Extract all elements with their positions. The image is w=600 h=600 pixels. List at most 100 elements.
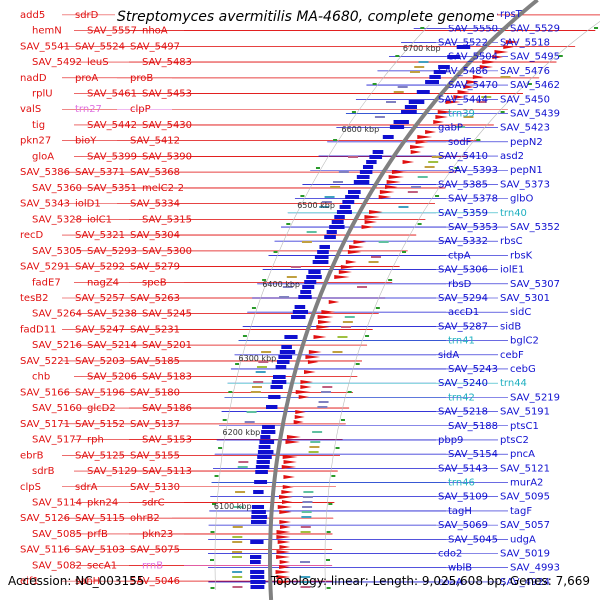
minus-strand-gene-label: asd2 [500, 151, 524, 162]
minus-strand-gene [347, 190, 361, 194]
plus-strand-gene-label: SAV_5399 [87, 151, 137, 162]
plus-strand-gene-label: SAV_5238 [87, 309, 137, 320]
minus-strand-gene-label: SAV_5470 [448, 80, 498, 91]
minus-strand-gene [447, 55, 461, 59]
plus-strand-gene-label: rph [87, 435, 104, 446]
minus-strand-gene-label: pbp9 [438, 435, 463, 446]
minus-strand-gene-label: SAV_5504 [448, 52, 498, 63]
plus-strand-gene-label: SAV_5206 [87, 372, 137, 383]
plus-strand-gene-label: SAV_5126 [20, 513, 70, 524]
plus-strand-gene-label: sdrA [75, 482, 98, 493]
plus-strand-gene [349, 245, 364, 249]
minus-strand-gene [276, 360, 290, 364]
minus-strand-gene-label: trn42 [448, 392, 475, 403]
minus-strand-gene-label: SAV_5045 [448, 534, 498, 545]
minus-strand-gene-label: SAV_5353 [448, 222, 498, 233]
minus-strand-gene [250, 575, 265, 579]
feature-bar [411, 186, 422, 188]
plus-strand-gene [279, 520, 292, 524]
feature-bar [300, 576, 311, 578]
feature-bar [414, 66, 425, 68]
label-connector-lines [62, 13, 600, 583]
plus-strand-gene [402, 160, 415, 164]
plus-strand-gene [276, 530, 291, 534]
plus-strand-gene [283, 475, 295, 479]
minus-strand-gene-label: SAV_5385 [438, 179, 488, 190]
minus-strand-gene-label: SAV_5218 [438, 407, 488, 418]
outer-guide-ring [324, 21, 600, 591]
scale-tick-mark [375, 307, 380, 309]
minus-strand-gene-label: cebG [510, 364, 536, 375]
feature-bar [398, 206, 409, 208]
plus-strand-gene-label: SAV_5186 [142, 403, 192, 414]
minus-strand-gene [257, 450, 274, 454]
plus-strand-gene [317, 315, 334, 319]
plus-strand-gene [482, 60, 499, 64]
plus-strand-gene-label: SAV_5343 [20, 199, 70, 210]
minus-strand-gene [372, 150, 384, 154]
minus-strand-gene [259, 440, 275, 444]
minus-strand-gene-label: SAV_4993 [510, 563, 560, 574]
feature-bar [303, 491, 314, 493]
plus-strand-gene [276, 555, 291, 559]
plus-strand-gene-label: melC2-2 [142, 183, 184, 194]
feature-bar [246, 411, 257, 413]
minus-strand-gene-label: udgA [510, 534, 536, 545]
minus-strand-gene-label: SAV_5486 [438, 66, 488, 77]
plus-strand-gene-label: SAV_5412 [130, 136, 180, 147]
genome-ring-tracks [210, 0, 600, 600]
plus-strand-gene-label: ebrB [20, 450, 44, 461]
minus-strand-gene-label: SAV_5522 [438, 37, 488, 48]
minus-strand-gene [257, 455, 272, 459]
plus-strand-gene-label: SAV_5293 [87, 246, 137, 257]
minus-strand-gene-label: trn39 [448, 108, 475, 119]
plus-strand-gene [369, 210, 383, 214]
plus-strand-gene-label: sdrC [142, 497, 165, 508]
feature-bar [300, 561, 311, 563]
feature-bar [300, 526, 311, 528]
feature-bar [357, 286, 368, 288]
plus-strand-gene-label: sahH [75, 576, 100, 587]
plus-strand-gene [338, 270, 352, 274]
minus-strand-gene-label: SAV_5462 [510, 80, 560, 91]
minus-strand-gene [294, 305, 306, 309]
scale-tick-mark [326, 587, 331, 589]
genome-axis [268, 0, 539, 600]
feature-bar [255, 371, 266, 373]
plus-strand-gene-label: SAV_5196 [75, 387, 125, 398]
feature-bar [393, 91, 404, 93]
feature-bar [418, 61, 429, 63]
feature-bar [312, 431, 323, 433]
plus-strand-gene-label: SAV_5483 [142, 57, 192, 68]
minus-strand-gene-label: SAV_5373 [500, 179, 550, 190]
scale-tick-mark [273, 251, 278, 253]
feature-bar [330, 186, 341, 188]
minus-strand-gene [425, 80, 440, 84]
plus-strand-gene-label: SAV_5328 [32, 214, 82, 225]
minus-strand-gene [438, 65, 450, 69]
feature-bar [337, 336, 348, 338]
minus-strand-gene-label: SAV_5450 [500, 94, 550, 105]
scale-tick-mark [335, 447, 340, 449]
feature-bar [428, 161, 439, 163]
minus-strand-gene-label: tagF [510, 506, 532, 517]
plus-strand-gene [308, 350, 322, 354]
plus-strand-gene-label: SAV_5541 [20, 41, 70, 52]
plus-strand-gene-label: SAV_5292 [75, 262, 125, 273]
plus-strand-gene [281, 490, 294, 494]
minus-strand-gene [250, 555, 262, 559]
minus-strand-gene [366, 160, 377, 164]
feature-bar [424, 166, 435, 168]
minus-strand-gene-label: SAV_5019 [500, 549, 550, 560]
plus-strand-gene [472, 75, 484, 79]
minus-strand-gene [268, 395, 281, 399]
minus-strand-gene [382, 135, 394, 139]
minus-strand-gene [250, 520, 267, 524]
plus-strand-gene-label: SAV_5152 [75, 419, 125, 430]
feature-bar [279, 296, 290, 298]
plus-strand-gene-label: SAV_5201 [142, 340, 192, 351]
minus-strand-gene-label: sidB [500, 321, 521, 332]
minus-strand-gene [255, 465, 270, 469]
minus-strand-gene [456, 45, 471, 49]
plus-strand-gene-label: iolD1 [75, 199, 101, 210]
